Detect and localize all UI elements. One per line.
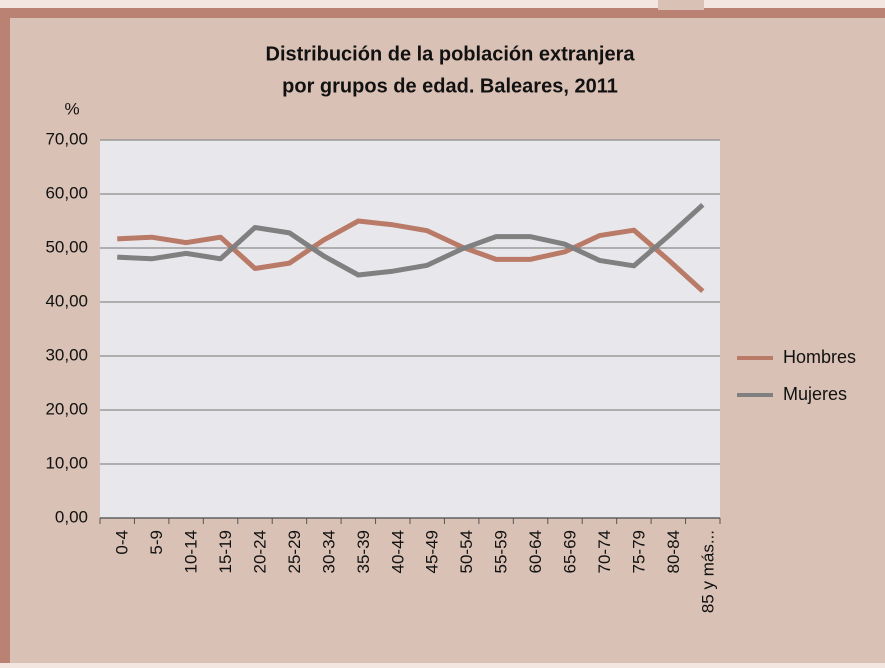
line-series: [117, 218, 705, 294]
x-tick-label: 35-39: [354, 530, 373, 573]
x-tick-label: 55-59: [492, 530, 511, 573]
legend-label: Mujeres: [783, 384, 847, 404]
y-tick-label: 30,00: [45, 345, 88, 364]
y-tick-label: 20,00: [45, 399, 88, 418]
x-tick-label: 0-4: [113, 530, 132, 555]
y-tick-label: 40,00: [45, 291, 88, 310]
legend-label: Hombres: [783, 347, 856, 367]
x-tick-label: 80-84: [664, 530, 683, 573]
y-tick-label: 50,00: [45, 237, 88, 256]
y-axis-label: %: [64, 99, 79, 118]
x-tick-label: 10-14: [182, 530, 201, 573]
x-tick-label: 30-34: [319, 530, 338, 573]
y-tick-label: 10,00: [45, 453, 88, 472]
x-tick-label: 85 y más...: [698, 530, 717, 613]
x-tick-label: 75-79: [629, 530, 648, 573]
y-tick-label: 70,00: [45, 129, 88, 148]
x-tick-label: 50-54: [457, 530, 476, 573]
x-tick-label: 5-9: [147, 530, 166, 555]
x-tick-label: 25-29: [285, 530, 304, 573]
y-tick-label: 0,00: [55, 507, 88, 526]
chart-title: Distribución de la población extranjera: [266, 43, 636, 65]
chart-subtitle: por grupos de edad. Baleares, 2011: [282, 75, 618, 97]
line-series: [117, 202, 705, 278]
x-tick-label: 65-69: [560, 530, 579, 573]
x-tick-label: 40-44: [388, 530, 407, 573]
x-tick-label: 45-49: [423, 530, 442, 573]
y-tick-label: 60,00: [45, 183, 88, 202]
tab: [658, 0, 704, 10]
x-tick-label: 15-19: [216, 530, 235, 573]
plot-area: [100, 140, 720, 518]
x-tick-label: 60-64: [526, 530, 545, 573]
x-tick-label: 20-24: [250, 530, 269, 573]
x-tick-label: 70-74: [595, 530, 614, 573]
